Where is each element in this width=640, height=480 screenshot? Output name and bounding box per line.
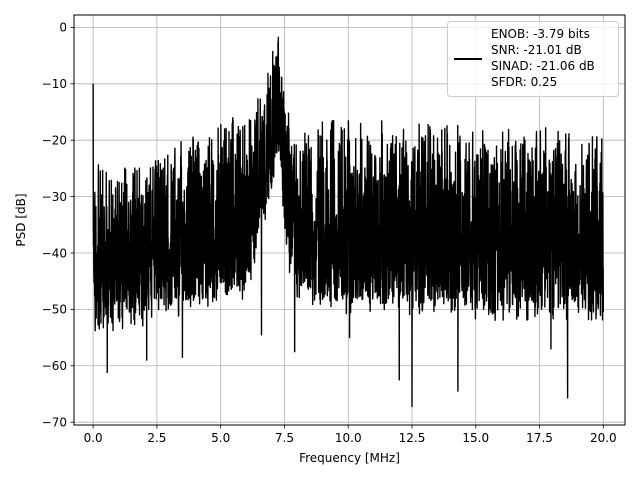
y-tick-label: −30 xyxy=(42,190,67,204)
x-tick-label: 5.0 xyxy=(211,431,230,445)
x-tick-label: 7.5 xyxy=(275,431,294,445)
legend: ENOB: -3.79 bits SNR: -21.01 dB SINAD: -… xyxy=(447,21,619,97)
x-tick-label: 12.5 xyxy=(399,431,426,445)
legend-entry-sinad: SINAD: -21.06 dB xyxy=(491,59,595,73)
y-tick-label: −70 xyxy=(42,415,67,429)
y-axis-label: PSD [dB] xyxy=(14,193,28,246)
legend-box xyxy=(447,21,619,97)
y-tick-label: −60 xyxy=(42,359,67,373)
y-axis-ticks: 0 −10 −20 −30 −40 −50 −60 −70 xyxy=(42,21,74,429)
x-tick-label: 17.5 xyxy=(526,431,553,445)
y-tick-label: −20 xyxy=(42,133,67,147)
y-tick-label: 0 xyxy=(59,21,67,35)
y-tick-label: −50 xyxy=(42,303,67,317)
x-tick-label: 15.0 xyxy=(462,431,489,445)
x-tick-label: 2.5 xyxy=(147,431,166,445)
legend-entry-snr: SNR: -21.01 dB xyxy=(491,43,582,57)
x-axis-ticks: 0.0 2.5 5.0 7.5 10.0 12.5 15.0 17.5 20.0 xyxy=(84,425,617,445)
psd-series-line xyxy=(92,36,605,408)
legend-entry-enob: ENOB: -3.79 bits xyxy=(491,27,590,41)
x-tick-label: 0.0 xyxy=(84,431,103,445)
x-tick-label: 10.0 xyxy=(335,431,362,445)
x-tick-label: 20.0 xyxy=(590,431,617,445)
x-axis-label: Frequency [MHz] xyxy=(299,451,400,465)
y-tick-label: −40 xyxy=(42,246,67,260)
axes-frame xyxy=(73,14,626,426)
legend-entry-sfdr: SFDR: 0.25 xyxy=(491,75,557,89)
psd-line xyxy=(92,36,605,408)
y-tick-label: −10 xyxy=(42,77,67,91)
